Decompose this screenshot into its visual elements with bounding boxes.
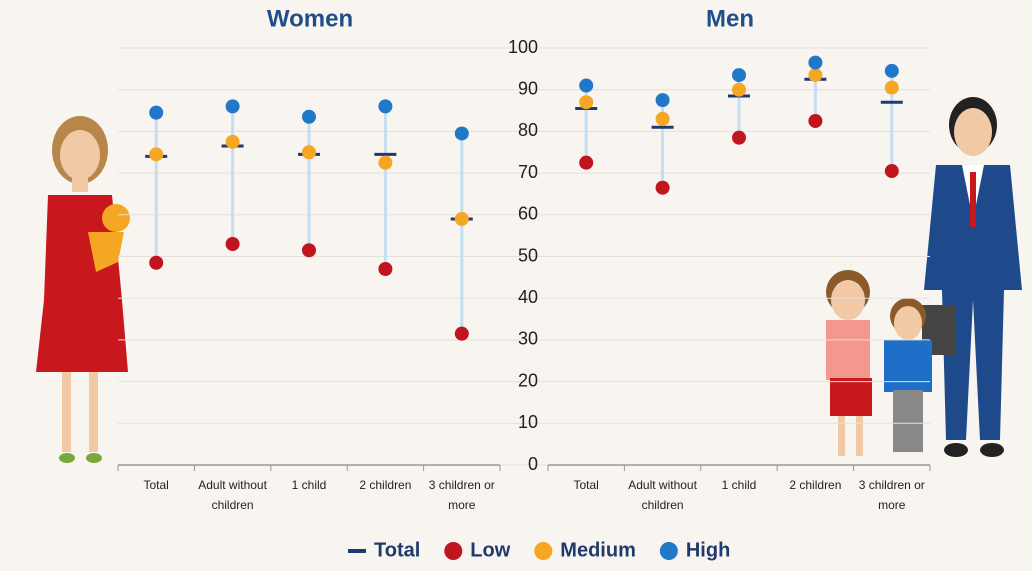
y-tick-label: 20 [518, 370, 538, 390]
dot [225, 99, 240, 114]
dot [732, 82, 746, 97]
legend-swatch [444, 542, 463, 560]
x-tick-label: 2 children [789, 478, 842, 492]
x-tick-label: Adult without children [198, 478, 267, 512]
x-tick-label: 2 children [359, 478, 412, 492]
dot [808, 113, 823, 128]
dot [884, 80, 899, 95]
dot [378, 262, 393, 277]
dot [149, 105, 164, 120]
dot [302, 243, 316, 258]
legend-swatch [534, 542, 553, 560]
dot [302, 109, 316, 124]
dot [579, 78, 594, 93]
y-tick-label: 10 [518, 412, 538, 432]
dot [454, 326, 469, 341]
y-tick-label: 40 [518, 287, 538, 307]
y-tick-label: 80 [518, 120, 538, 140]
x-tick-label: 3 children or more [428, 478, 495, 512]
legend-label: Low [470, 539, 510, 561]
man-illustration [826, 97, 1022, 457]
y-tick-label: 90 [518, 78, 538, 98]
dot [454, 126, 469, 141]
legend-label: High [686, 539, 730, 561]
x-tick-label: Total [143, 478, 169, 492]
dot [454, 211, 469, 226]
dot [225, 134, 240, 149]
y-tick-label: 0 [528, 454, 538, 474]
dot [149, 147, 164, 162]
dot [149, 255, 164, 270]
y-tick-label: 100 [508, 37, 538, 57]
panel-title: Men [706, 5, 754, 32]
dot [579, 155, 594, 170]
legend-label: Medium [560, 539, 636, 561]
dot [808, 55, 823, 70]
x-tick-label: 3 children or more [858, 478, 925, 512]
dot [579, 95, 594, 110]
dot [655, 180, 670, 195]
dot [884, 63, 899, 78]
dot [302, 145, 316, 160]
dot [378, 99, 393, 114]
legend-label: Total [374, 539, 420, 561]
dot [732, 68, 746, 83]
y-tick-label: 30 [518, 329, 538, 349]
x-tick-label: 1 child [291, 478, 327, 492]
panel-title: Women [267, 5, 353, 32]
x-tick-label: Total [573, 478, 599, 492]
dot [655, 111, 670, 126]
y-tick-label: 70 [518, 162, 538, 182]
legend-swatch [659, 542, 678, 560]
dot [655, 93, 670, 108]
y-tick-label: 50 [518, 245, 538, 265]
dot [732, 130, 746, 145]
dot [884, 164, 899, 179]
woman-illustration [36, 116, 130, 463]
y-tick-label: 60 [518, 204, 538, 224]
dot [378, 155, 393, 170]
dot [808, 68, 823, 83]
x-tick-label: Adult without children [628, 478, 697, 512]
dot [225, 236, 240, 251]
x-tick-label: 1 child [721, 478, 757, 492]
